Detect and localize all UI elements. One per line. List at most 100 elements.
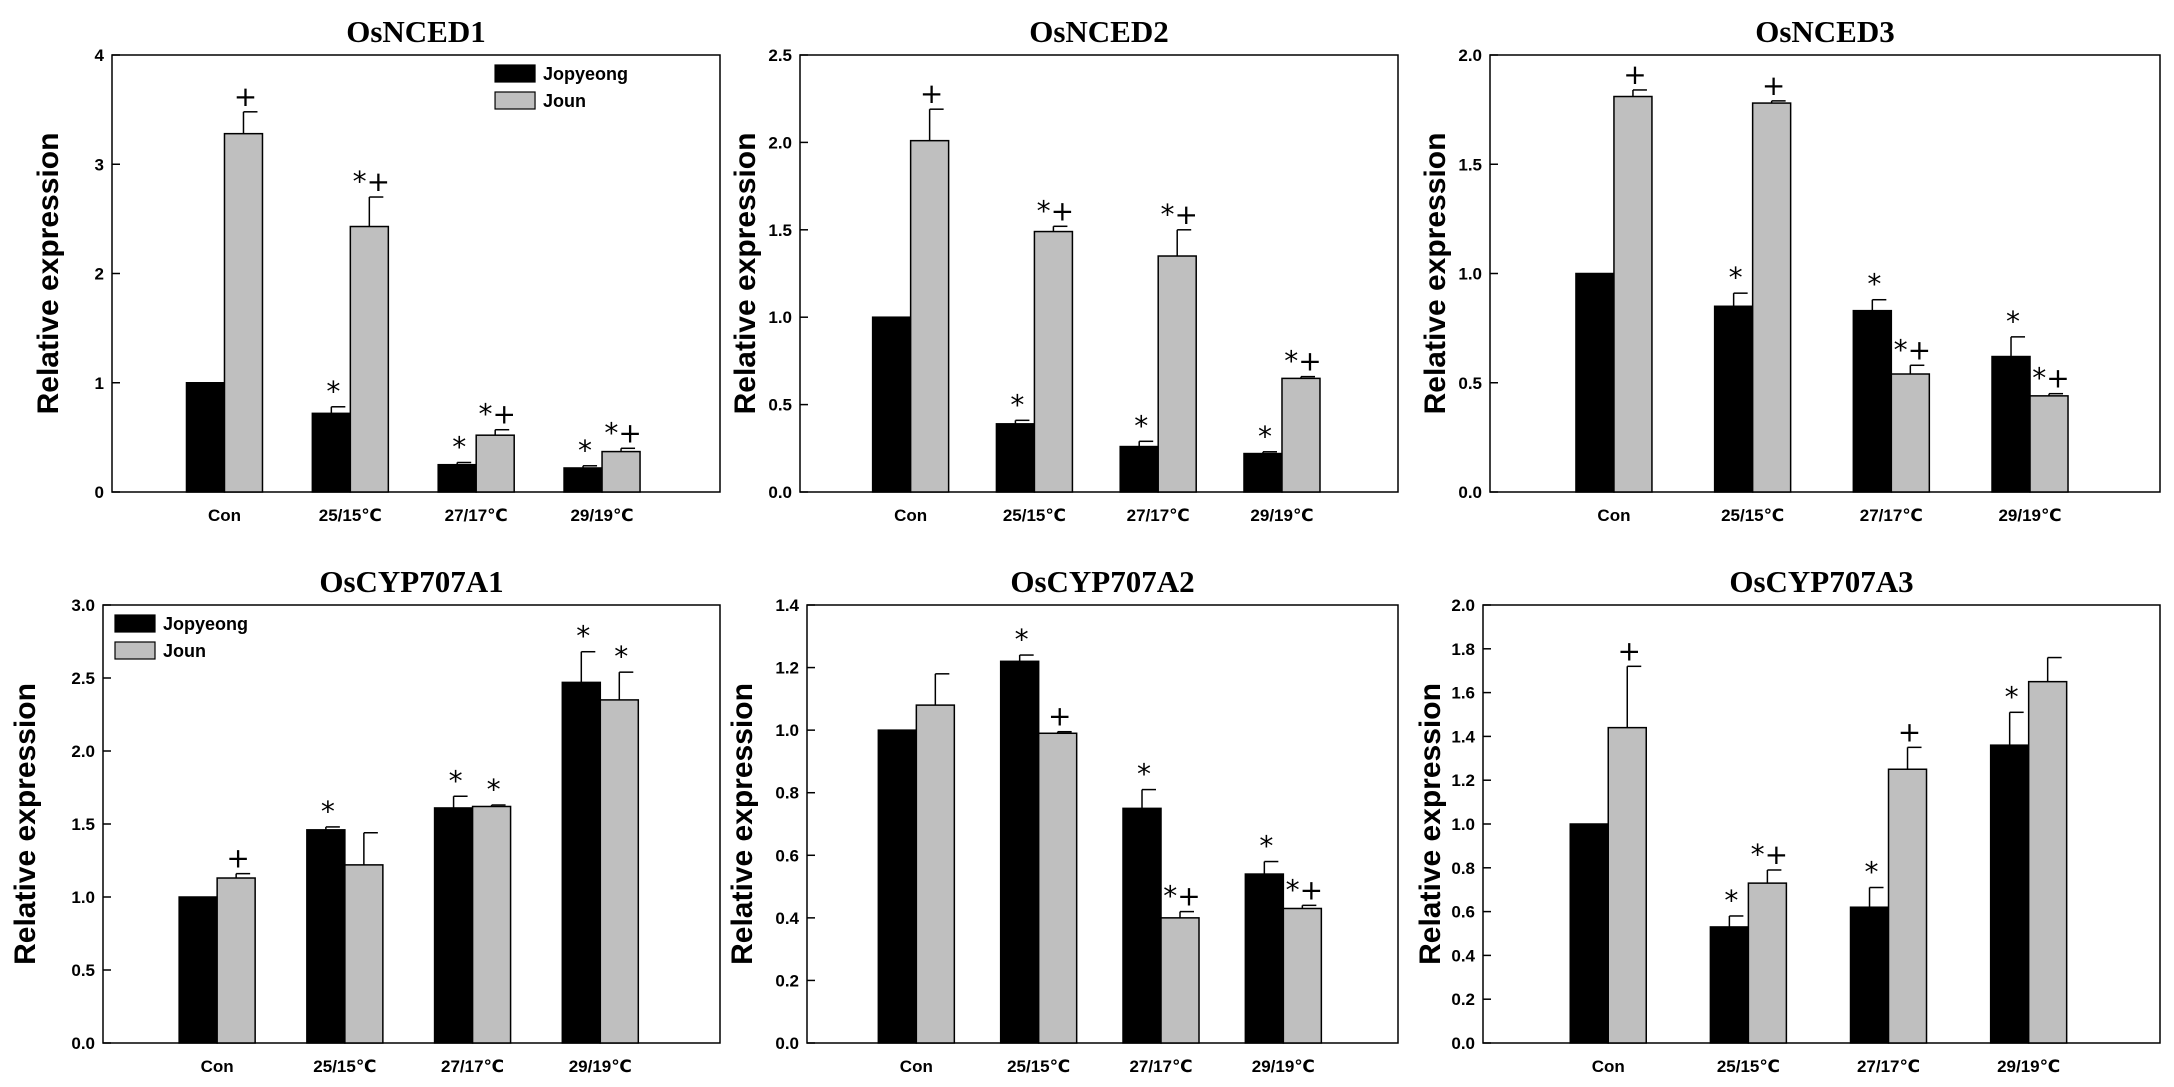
bar-jopyeong (561, 681, 602, 1044)
significance-mark: + (234, 80, 257, 113)
y-tick-label: 1.2 (775, 659, 799, 678)
significance-mark: * (321, 795, 335, 828)
bar-joun (599, 699, 640, 1044)
significance-mark: *+ (604, 416, 641, 449)
x-tick-label: 29/19℃ (1250, 506, 1313, 525)
y-tick-label: 1.5 (1458, 155, 1482, 174)
significance-mark: * (1134, 409, 1148, 442)
x-tick-label: Con (900, 1057, 933, 1076)
bar-jopyeong (1244, 873, 1285, 1044)
x-tick-label: 25/15℃ (319, 506, 382, 525)
significance-mark: *+ (1284, 345, 1321, 378)
significance-mark: + (226, 842, 249, 875)
x-tick-label: 27/17℃ (1860, 506, 1923, 525)
y-tick-label: 0.6 (775, 846, 799, 865)
bar-jopyeong (1122, 807, 1162, 1044)
y-tick-label: 0.0 (71, 1034, 95, 1053)
significance-mark: *+ (2032, 362, 2069, 395)
y-tick-label: 1.8 (1451, 640, 1475, 659)
chart-title: OsNCED3 (1755, 14, 1895, 49)
bar-joun (2027, 680, 2068, 1044)
bar-joun (915, 704, 956, 1044)
significance-mark: *+ (478, 398, 515, 431)
bar-jopyeong (1243, 452, 1283, 493)
y-tick-label: 2.5 (768, 46, 792, 65)
legend-swatch-joun (114, 641, 156, 660)
chart-panel-6: OsCYP707A3 Relative expression 0.0 0.2 0.4 0.… (1414, 564, 2161, 1076)
y-tick-label: 3 (95, 155, 104, 174)
significance-mark: + (1048, 700, 1071, 733)
bar-joun (1282, 907, 1323, 1044)
y-tick-label: 0.4 (775, 909, 799, 928)
significance-mark: * (487, 773, 501, 806)
bar-jopyeong (1849, 906, 1890, 1044)
significance-mark: + (1762, 69, 1785, 102)
y-tick-label: 1.0 (1458, 265, 1482, 284)
significance-mark: * (576, 620, 590, 653)
y-tick-label: 1.5 (768, 221, 792, 240)
bar-jopyeong (306, 829, 346, 1044)
bar-jopyeong (877, 729, 918, 1044)
y-tick-label: 0.0 (768, 483, 792, 502)
y-tick-label: 0.5 (1458, 374, 1482, 393)
bar-joun (1613, 95, 1653, 493)
y-tick-label: 0.8 (1451, 859, 1475, 878)
legend-swatch-jopyeong (494, 64, 536, 83)
significance-mark: * (614, 640, 628, 673)
y-tick-label: 1.0 (1451, 815, 1475, 834)
x-tick-label: 25/15℃ (313, 1057, 376, 1076)
significance-mark: *+ (1163, 880, 1200, 913)
y-tick-label: 2.0 (71, 742, 95, 761)
bar-jopyeong (1989, 744, 2030, 1044)
y-axis-label: Relative expression (729, 133, 762, 415)
x-tick-label: 25/15℃ (1721, 506, 1784, 525)
bar-jopyeong (185, 382, 226, 493)
significance-mark: * (1258, 420, 1272, 453)
y-tick-label: 2 (95, 265, 104, 284)
bar-jopyeong (433, 807, 474, 1044)
significance-mark: + (1623, 58, 1646, 91)
bar-joun (1890, 373, 1931, 493)
significance-mark: *+ (1751, 838, 1788, 871)
y-tick-label: 0.2 (775, 971, 799, 990)
y-tick-label: 0.8 (775, 784, 799, 803)
x-tick-label: Con (894, 506, 927, 525)
bar-jopyeong (1575, 272, 1615, 493)
y-tick-label: 0.5 (71, 961, 95, 980)
x-tick-label: 29/19℃ (1997, 1057, 2060, 1076)
legend-swatch-jopyeong (114, 614, 156, 633)
bar-joun (1160, 917, 1200, 1044)
y-tick-label: 3.0 (71, 596, 95, 615)
y-tick-label: 4 (95, 46, 105, 65)
bar-jopyeong (999, 660, 1040, 1044)
bar-joun (1751, 102, 1792, 493)
bar-jopyeong (178, 896, 218, 1044)
y-tick-label: 1 (95, 374, 104, 393)
chart-title: OsCYP707A3 (1729, 564, 1913, 599)
y-tick-label: 0.4 (1451, 946, 1475, 965)
y-tick-label: 0 (95, 483, 104, 502)
significance-mark: * (578, 434, 592, 467)
x-tick-label: 27/17℃ (1129, 1057, 1192, 1076)
chart-title: OsNCED2 (1029, 14, 1169, 49)
y-tick-label: 0.0 (1458, 483, 1482, 502)
bar-joun (1747, 882, 1788, 1044)
chart-panel-4: OsCYP707A1 Relative expression 0.0 0.5 1.0 1.… (9, 564, 721, 1076)
x-tick-label: 25/15℃ (1007, 1057, 1070, 1076)
plot-frame (799, 54, 1399, 493)
legend-label-jopyeong: Jopyeong (163, 614, 248, 634)
x-tick-label: Con (208, 506, 241, 525)
significance-mark: *+ (1037, 194, 1074, 227)
significance-mark: * (1137, 758, 1151, 791)
bar-joun (1157, 255, 1197, 493)
x-tick-label: 29/19℃ (1998, 506, 2061, 525)
y-tick-label: 2.5 (71, 669, 95, 688)
x-tick-label: 25/15℃ (1717, 1057, 1780, 1076)
y-tick-label: 0.0 (775, 1034, 799, 1053)
significance-mark: * (449, 764, 463, 797)
legend-label-joun: Joun (163, 641, 206, 661)
x-tick-label: Con (1592, 1057, 1625, 1076)
y-tick-label: 2.0 (1451, 596, 1475, 615)
significance-mark: * (1724, 884, 1738, 917)
